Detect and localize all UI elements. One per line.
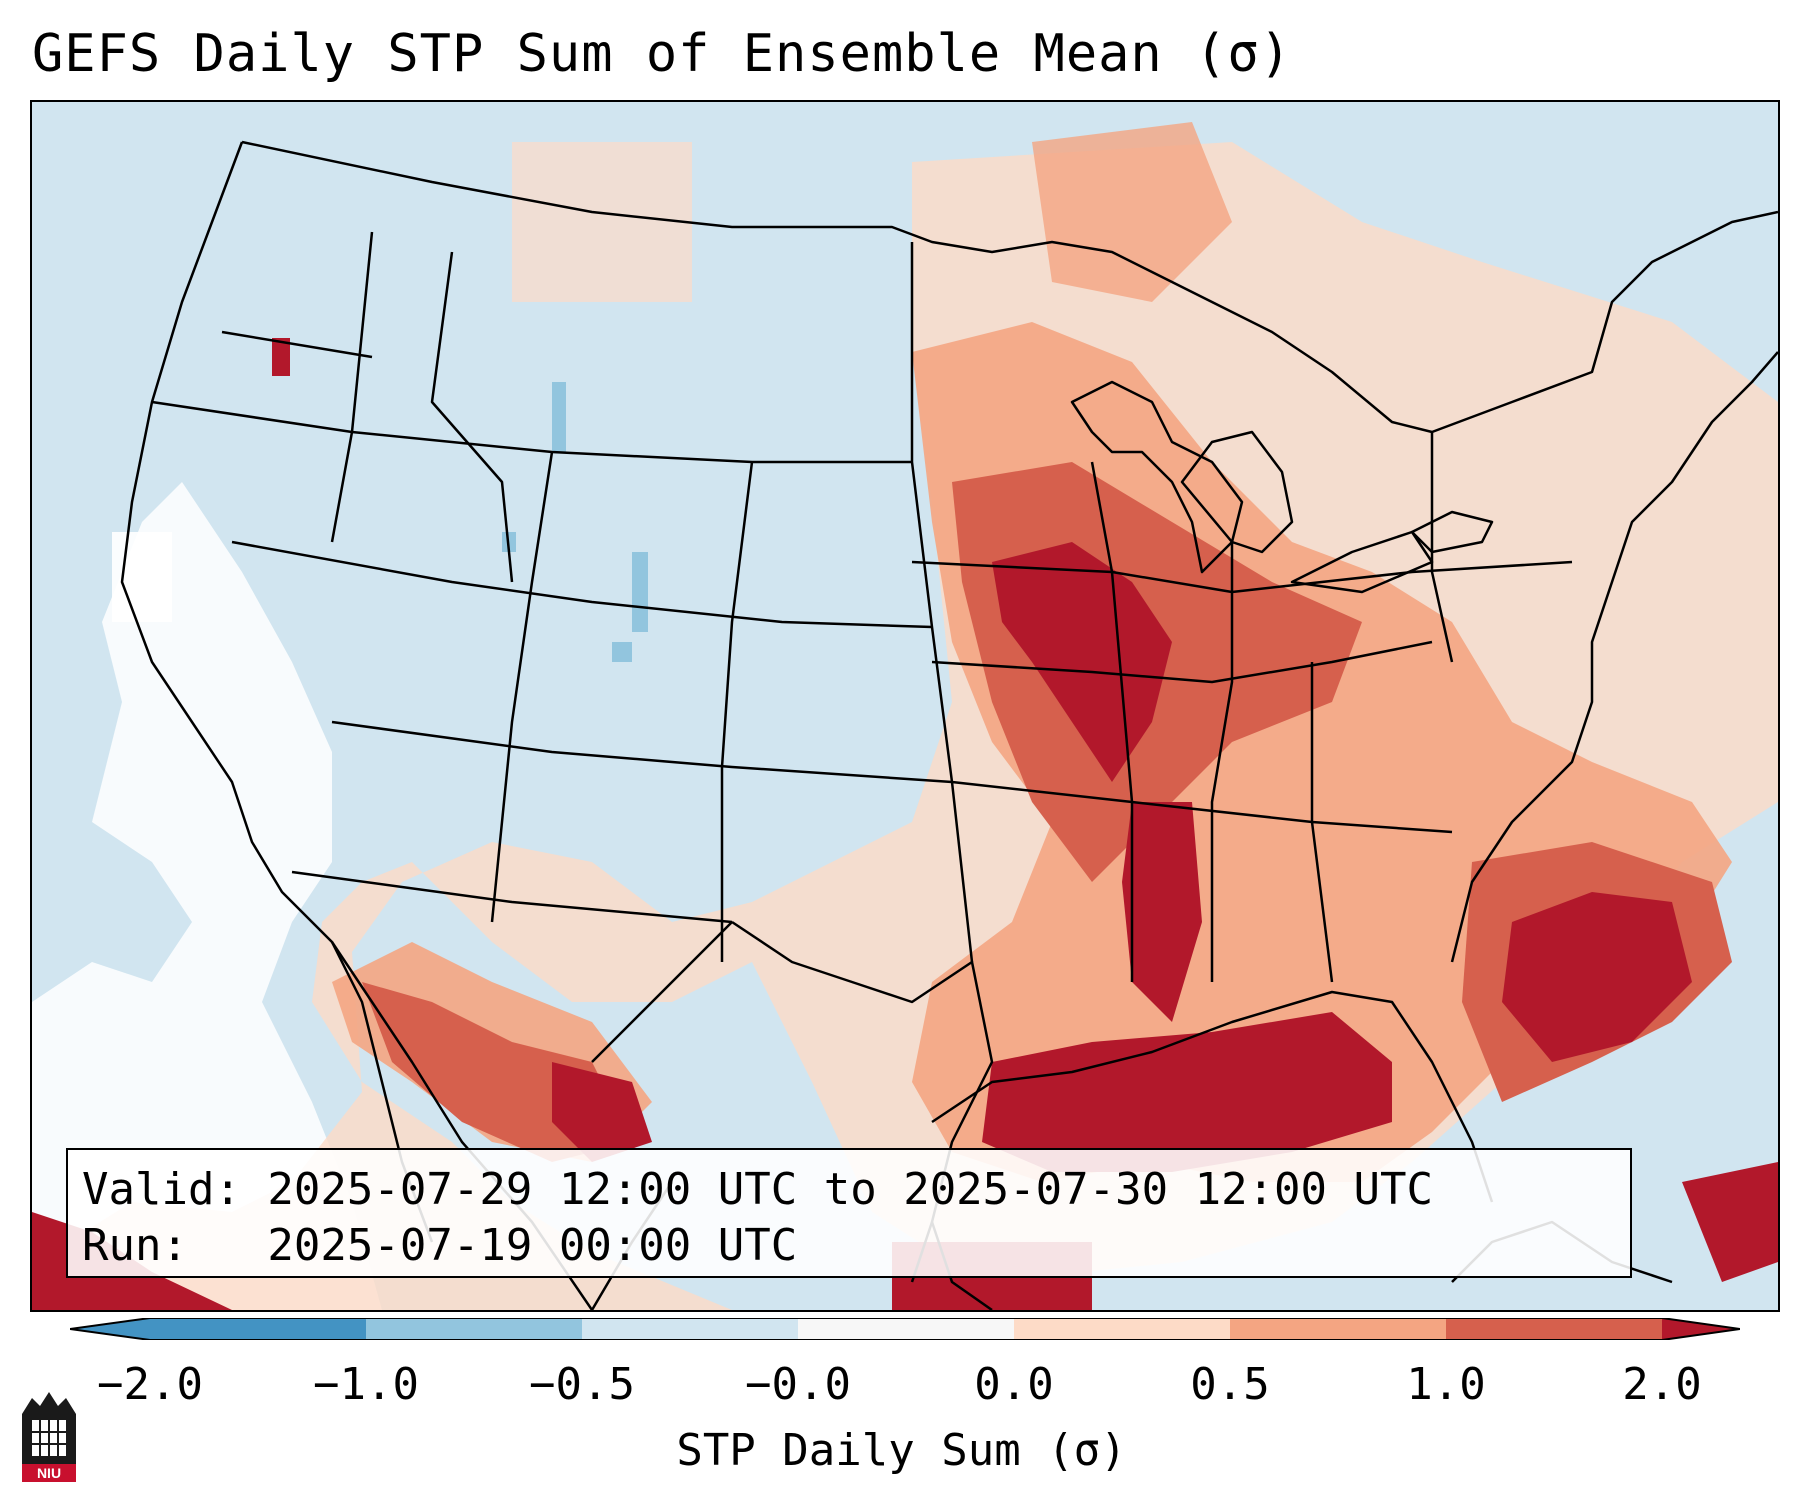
colorbar-tick-label: −2.0 — [97, 1359, 203, 1410]
colorbar-tick-label: 2.0 — [1622, 1359, 1702, 1410]
colorbar-tick-label: −0.0 — [745, 1359, 851, 1410]
valid-run-info-box: Valid: 2025-07-29 12:00 UTC to 2025-07-3… — [66, 1148, 1632, 1278]
map-title: GEFS Daily STP Sum of Ensemble Mean (σ) — [32, 24, 1292, 84]
colorbar-segment — [1230, 1318, 1446, 1340]
colorbar-tick-label: 0.0 — [974, 1359, 1054, 1410]
run-time-text: Run: 2025-07-19 00:00 UTC — [82, 1220, 798, 1271]
colorbar-segment — [582, 1318, 798, 1340]
niu-logo-icon: NIU — [22, 1392, 76, 1482]
map-panel — [30, 100, 1780, 1312]
colorbar-segment — [798, 1318, 1014, 1340]
colorbar-segment — [366, 1318, 582, 1340]
colorbar-segment — [1014, 1318, 1230, 1340]
stp-map — [32, 122, 1778, 1310]
colorbar-segment — [1446, 1318, 1662, 1340]
valid-time-text: Valid: 2025-07-29 12:00 UTC to 2025-07-3… — [82, 1164, 1434, 1215]
colorbar — [70, 1318, 1740, 1340]
colorbar-label: STP Daily Sum (σ) — [676, 1425, 1127, 1476]
colorbar-tick-label: 0.5 — [1190, 1359, 1270, 1410]
niu-logo-text: NIU — [37, 1465, 61, 1481]
colorbar-tick-label: −0.5 — [529, 1359, 635, 1410]
colorbar-extend-high — [1662, 1318, 1740, 1340]
colorbar-tick-label: 1.0 — [1406, 1359, 1486, 1410]
colorbar-tick-label: −1.0 — [313, 1359, 419, 1410]
colorbar-extend-low — [70, 1318, 150, 1340]
negative-region — [502, 382, 648, 662]
colorbar-segment — [150, 1318, 366, 1340]
